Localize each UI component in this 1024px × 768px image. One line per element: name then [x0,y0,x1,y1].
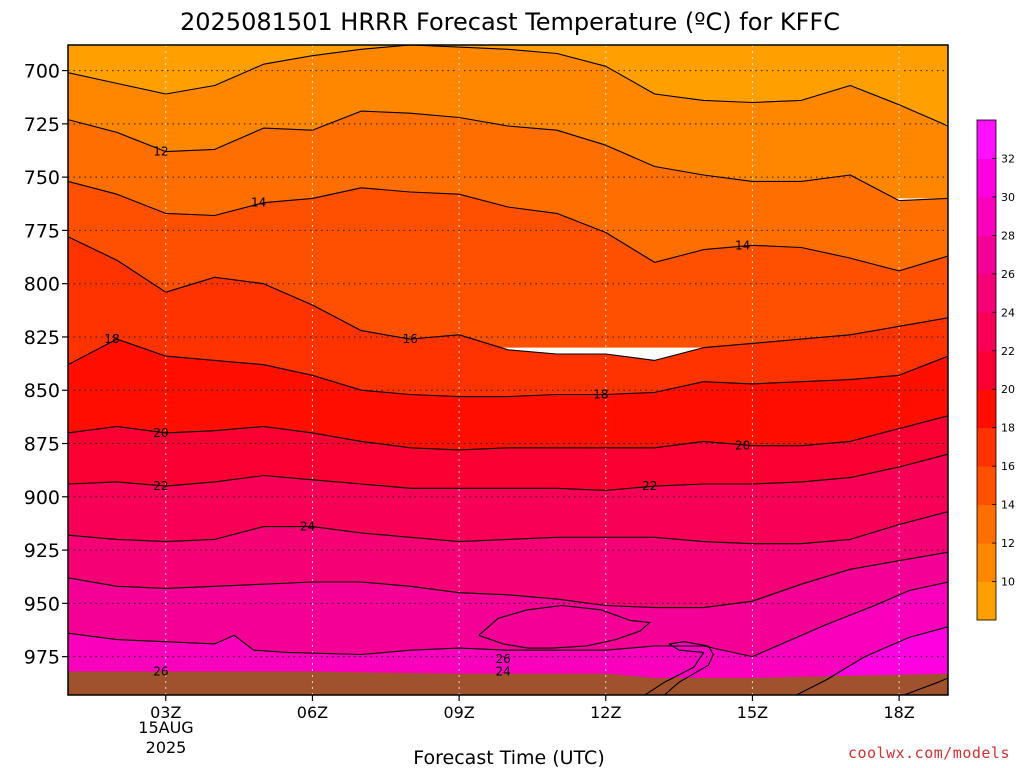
temperature-band-13 [478,605,650,649]
contour-label-5: 18 [593,388,608,402]
colorbar-label-12: 12 [1001,537,1015,550]
y-tick-label-825: 825 [24,327,60,349]
contour-lines [68,45,948,695]
y-tick-label-975: 975 [24,647,60,669]
contour-16-3 [68,236,948,361]
x-tick-label-09Z: 09Z [443,703,474,722]
contour-label-9: 22 [642,479,657,493]
x-axis: 03Z 06Z 09Z 12Z 15Z 18Z [150,695,915,722]
plot-frame [67,44,949,696]
contour-label-4: 18 [104,332,119,346]
colorbar-swatch-6 [977,350,996,390]
x-tick-label-12Z: 12Z [590,703,621,722]
terrain-surface [68,671,948,695]
colorbar-swatch-9 [977,235,996,275]
contour-label-3: 16 [403,332,418,346]
colorbar: 10 12 14 16 18 20 22 24 26 28 30 32 [976,119,1015,621]
contour-32-11 [903,677,948,695]
contour-26-8 [68,551,948,609]
colorbar-frame [976,119,997,621]
temperature-fill [68,45,948,695]
contour-26-12 [478,604,651,649]
y-tick-label-850: 850 [24,380,60,402]
colorbar-label-28: 28 [1001,229,1015,242]
contour-10-0 [68,45,948,127]
temperature-band-10 [68,582,948,695]
y-tick-label-950: 950 [24,593,60,615]
contour-label-6: 20 [153,426,168,440]
contour-label-0: 12 [153,145,168,159]
contour-20-5 [68,415,948,451]
y-tick-label-925: 925 [24,540,60,562]
y-tick-label-700: 700 [24,61,60,83]
colorbar-swatch-8 [977,273,996,313]
contour-label-1: 14 [251,196,266,210]
contour-14-2 [68,180,948,272]
colorbar-swatch-12 [977,120,996,159]
colorbar-swatch-1 [977,543,996,583]
colorbar-swatch-4 [977,427,996,467]
colorbar-swatch-11 [977,158,996,198]
chart-title: 2025081501 HRRR Forecast Temperature (ºC… [180,8,840,36]
contour-label-8: 22 [153,479,168,493]
contour-22-6 [68,453,948,491]
y-tick-label-800: 800 [24,274,60,296]
y-tick-label-875: 875 [24,434,60,456]
date-label-day: 15AUG [138,718,193,737]
contour-12-1 [68,110,948,202]
contour-label-2: 14 [735,238,750,252]
x-tick-label-03Z: 03Z [150,703,181,722]
colorbar-label-30: 30 [1001,191,1015,204]
colorbar-swatch-0 [977,581,996,621]
credit-link[interactable]: coolwx.com/models [848,744,1010,762]
contour-28-13 [644,641,714,695]
colorbar-label-18: 18 [1001,422,1015,435]
grid-lines [68,45,948,695]
date-label-year: 2025 [146,738,187,757]
colorbar-label-20: 20 [1001,383,1015,396]
x-tick-label-06Z: 06Z [297,703,328,722]
y-axis: 700 725 750 775 800 825 850 875 900 925 950 975 [24,61,68,669]
temperature-band-4 [68,236,948,412]
contour-28-9 [68,581,948,658]
contour-24-7 [68,511,948,545]
terrain-fill [68,671,948,695]
colorbar-swatch-3 [977,466,996,506]
colorbar-label-26: 26 [1001,268,1015,281]
colorbar-swatch-5 [977,389,996,429]
contour-30-10 [796,626,948,695]
x-tick-label-18Z: 18Z [883,703,914,722]
contour-label-7: 20 [735,439,750,453]
colorbar-label-22: 22 [1001,345,1015,358]
y-tick-label-725: 725 [24,114,60,136]
x-tick-label-15Z: 15Z [737,703,768,722]
colorbar-label-24: 24 [1001,306,1015,319]
y-tick-label-900: 900 [24,487,60,509]
colorbar-label-16: 16 [1001,460,1015,473]
x-axis-label: Forecast Time (UTC) [413,747,604,768]
colorbar-swatch-2 [977,504,996,544]
colorbar-label-14: 14 [1001,499,1015,512]
temperature-band-9 [68,552,948,657]
y-tick-label-750: 750 [24,167,60,189]
colorbar-swatch-10 [977,196,996,236]
contour-label-10: 24 [300,520,315,534]
y-tick-label-775: 775 [24,220,60,242]
colorbar-label-10: 10 [1001,576,1015,589]
contour-18-4 [68,338,948,398]
colorbar-swatch-7 [977,312,996,352]
colorbar-label-32: 32 [1001,152,1015,165]
contour-label-13: 26 [153,665,168,679]
contour-label-12: 26 [495,652,510,666]
contour-label-11: 24 [495,665,510,679]
